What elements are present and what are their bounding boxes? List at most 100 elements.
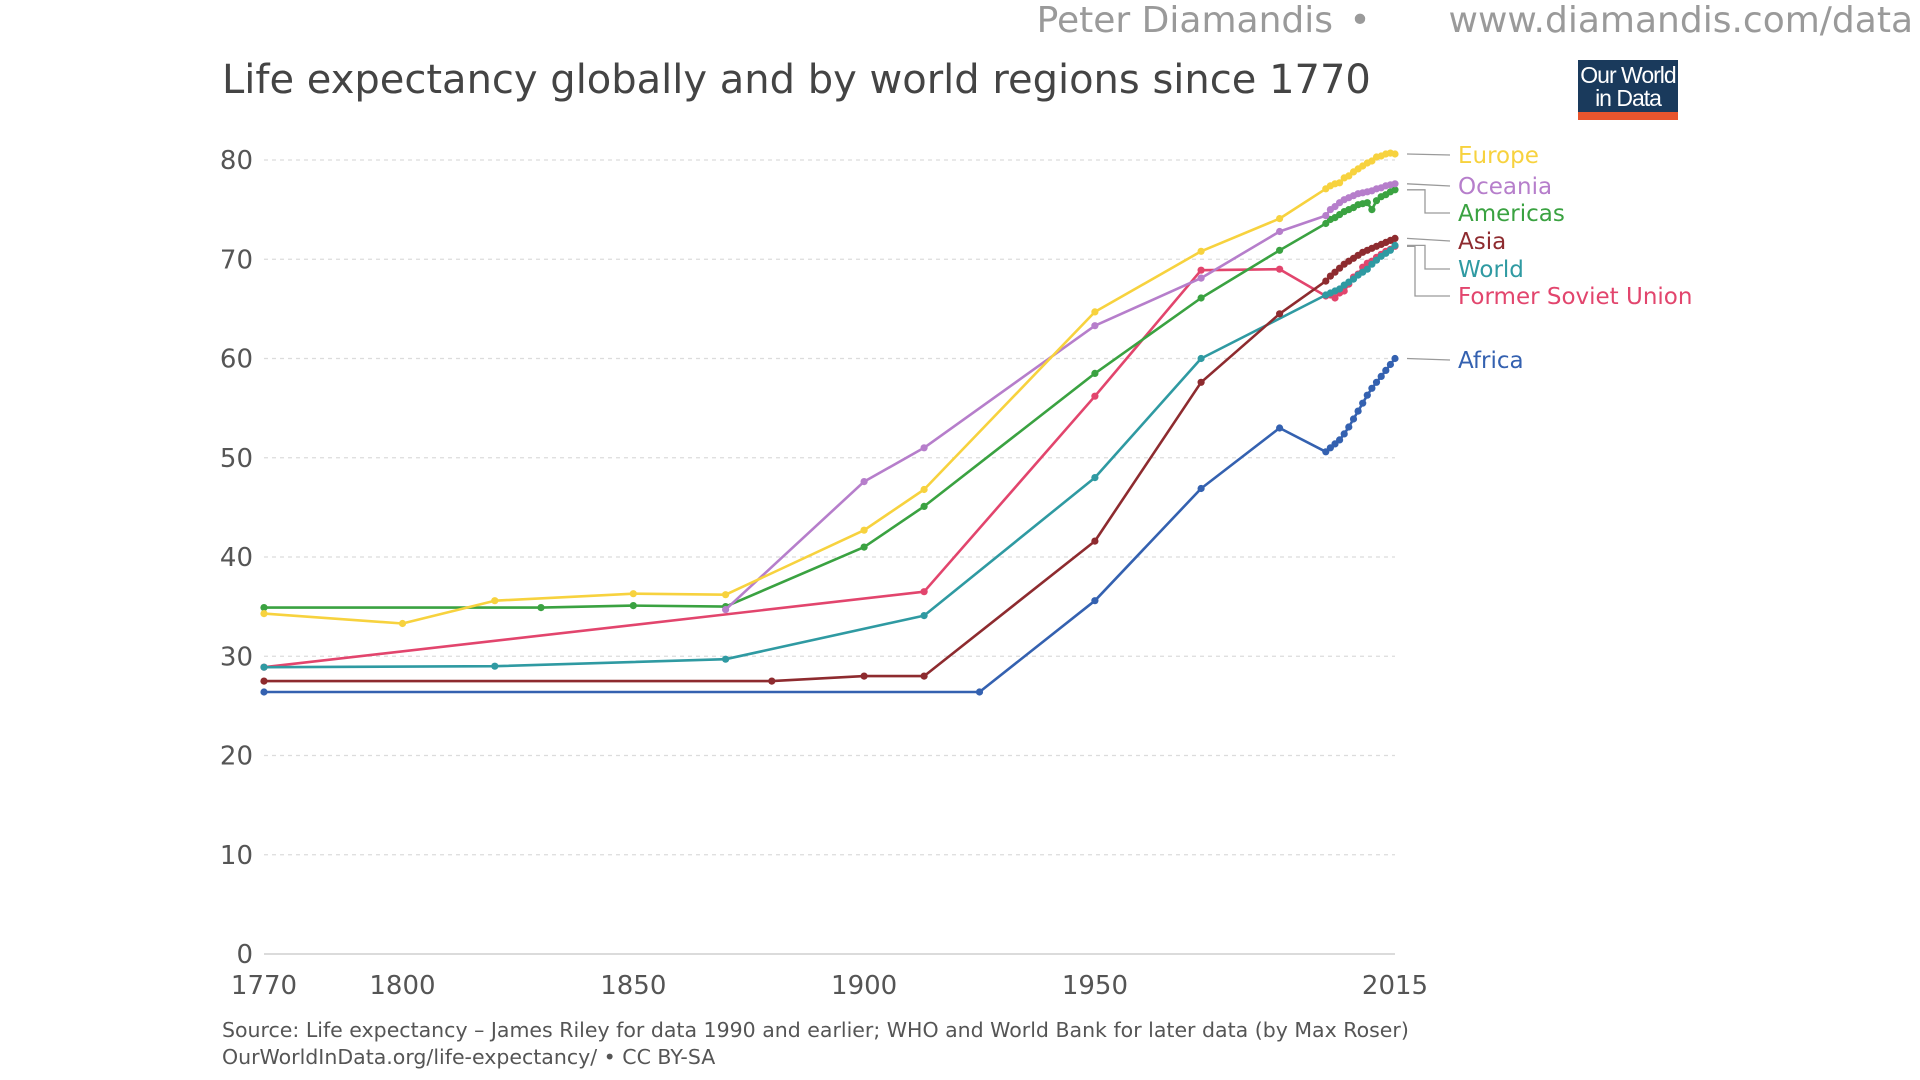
series-lines: [260, 149, 1399, 696]
data-point: [1345, 423, 1353, 431]
x-tick-label: 1850: [600, 971, 666, 1001]
data-point: [1276, 424, 1284, 432]
data-point: [398, 619, 407, 628]
owid-logo-accent-bar: [1578, 112, 1678, 120]
series-world: [260, 241, 1399, 671]
data-point: [1197, 484, 1205, 493]
data-point: [1368, 206, 1376, 214]
source-line-1: Source: Life expectancy – James Riley fo…: [222, 1018, 1409, 1042]
data-point: [1340, 430, 1348, 438]
y-tick-label: 30: [220, 642, 253, 672]
data-point: [260, 663, 268, 671]
legend-connector-former-soviet-union: [1407, 245, 1450, 297]
data-point: [860, 478, 868, 486]
data-point: [1197, 378, 1205, 386]
watermark-author: Peter Diamandis: [1037, 0, 1333, 41]
data-point: [1354, 407, 1362, 415]
data-point: [491, 597, 499, 605]
data-point: [722, 591, 730, 599]
series-line-oceania: [724, 182, 1396, 611]
data-point: [920, 612, 928, 620]
chart-title: Life expectancy globally and by world re…: [222, 57, 1371, 103]
y-tick-label: 20: [220, 742, 253, 772]
x-tick-label: 1800: [369, 971, 435, 1001]
legend-label-former-soviet-union: Former Soviet Union: [1458, 284, 1692, 310]
data-point: [1386, 246, 1394, 254]
data-point: [1091, 537, 1099, 545]
data-point: [975, 688, 984, 696]
data-point: [629, 590, 637, 598]
data-point: [1377, 372, 1385, 380]
data-point: [1197, 266, 1205, 274]
legend-connector-asia: [1406, 237, 1451, 242]
data-point: [1276, 227, 1284, 236]
data-point: [1349, 415, 1358, 423]
data-point: [1372, 378, 1381, 386]
data-point: [1359, 399, 1367, 407]
series-line-europe: [263, 151, 1396, 625]
x-axis-ticks: 1770 1800 1850 1900 1950 2015: [231, 971, 1428, 1001]
gridlines: [264, 159, 1395, 955]
data-point: [722, 606, 730, 614]
x-tick-label: 1770: [231, 971, 297, 1001]
source-line-2: OurWorldInData.org/life-expectancy/ • CC…: [222, 1045, 715, 1069]
data-point: [920, 444, 928, 452]
series-line-world: [263, 244, 1396, 669]
legend-connector-africa: [1406, 357, 1451, 361]
legend-connector-oceania: [1406, 183, 1451, 187]
y-tick-label: 70: [220, 245, 253, 275]
series-oceania: [722, 180, 1399, 614]
y-tick-label: 80: [220, 146, 253, 176]
data-point: [260, 604, 268, 612]
data-point: [260, 688, 268, 696]
data-point: [1197, 354, 1205, 363]
series-asia: [260, 234, 1399, 685]
data-point: [1091, 322, 1099, 330]
data-point: [1091, 308, 1099, 316]
data-point: [860, 526, 868, 534]
data-point: [920, 672, 928, 680]
data-point: [920, 485, 928, 494]
data-point: [1336, 179, 1344, 187]
data-point: [1345, 172, 1353, 180]
data-point: [260, 610, 268, 618]
data-point: [1372, 197, 1381, 205]
owid-logo-background: [1578, 60, 1678, 118]
data-point: [1091, 597, 1099, 605]
series-americas: [260, 186, 1399, 612]
data-point: [537, 604, 545, 612]
data-point: [1091, 369, 1099, 377]
watermark-site: www.diamandis.com/data: [1449, 0, 1913, 41]
data-point: [1391, 186, 1399, 194]
y-tick-label: 10: [220, 841, 253, 871]
data-point: [1363, 265, 1371, 273]
data-point: [1197, 274, 1205, 282]
data-point: [920, 502, 928, 510]
data-point: [768, 677, 776, 685]
legend-connector-world: [1407, 244, 1450, 270]
watermark-separator: •: [1349, 0, 1370, 41]
data-point: [1331, 294, 1339, 302]
legend-label-europe: Europe: [1458, 143, 1539, 169]
legend-label-africa: Africa: [1458, 348, 1524, 374]
data-point: [920, 588, 928, 596]
data-point: [1322, 212, 1330, 220]
legend-connector-americas: [1407, 189, 1450, 214]
data-point: [491, 662, 499, 670]
owid-logo-line1: Our World: [1580, 62, 1676, 88]
series-line-former-soviet-union: [263, 245, 1396, 669]
owid-logo: Our World in Data: [1578, 60, 1678, 120]
y-axis-ticks: 0 10 20 30 40 50 60 70 80: [220, 146, 253, 970]
y-tick-label: 60: [220, 345, 253, 375]
legend-label-asia: Asia: [1458, 229, 1506, 255]
data-point: [860, 543, 868, 551]
data-point: [1391, 150, 1399, 158]
data-point: [1336, 436, 1344, 444]
data-point: [1391, 241, 1399, 249]
data-point: [1276, 215, 1284, 223]
x-tick-label: 2015: [1362, 971, 1428, 1001]
data-point: [1276, 265, 1284, 273]
x-tick-label: 1950: [1062, 971, 1128, 1001]
